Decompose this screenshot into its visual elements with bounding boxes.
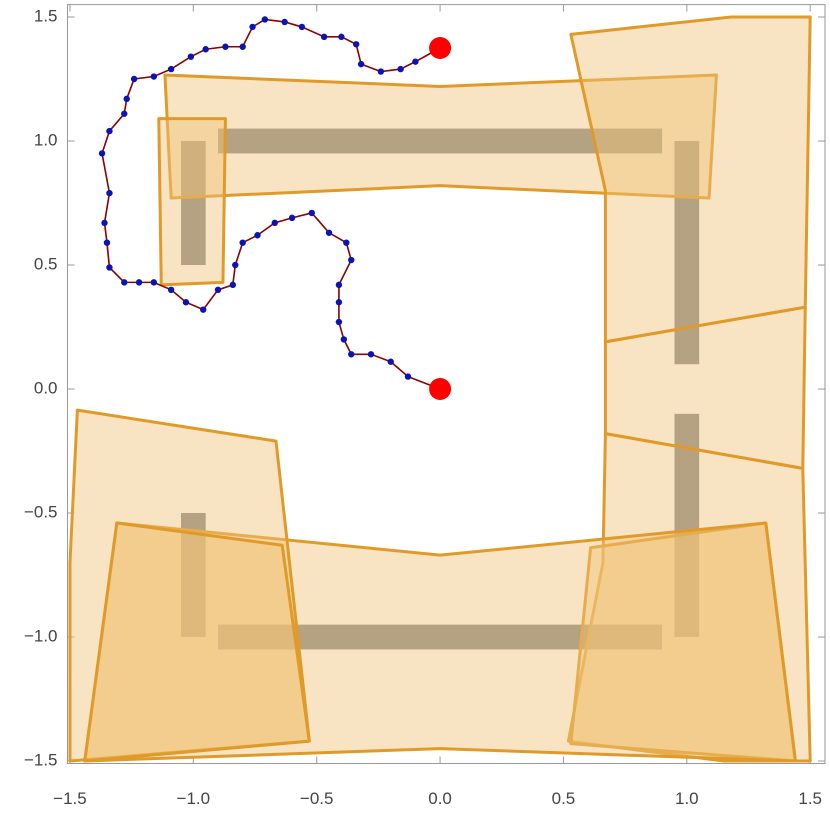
trajectory-point	[202, 46, 209, 53]
trajectory-point	[121, 279, 128, 286]
obstacle	[218, 128, 663, 154]
y-tick-label: −0.5	[24, 502, 58, 521]
trajectory-point	[106, 189, 113, 197]
plot-frame	[67, 4, 826, 765]
endpoint	[429, 378, 452, 401]
trajectory-point	[261, 16, 269, 23]
trajectory-point	[397, 65, 404, 73]
trajectory-point	[387, 358, 394, 365]
x-tick-label: 1.0	[675, 789, 699, 808]
trajectory-point	[239, 239, 246, 246]
trajectory-point	[106, 264, 113, 271]
trajectory-point	[281, 18, 288, 26]
endpoint	[429, 37, 452, 60]
region	[83, 521, 311, 763]
y-tick-label: 0.5	[34, 254, 58, 273]
trajectory-point	[340, 336, 348, 343]
trajectory-point	[239, 43, 246, 50]
x-tick-label: −0.5	[300, 789, 334, 808]
trajectory-point	[325, 229, 333, 236]
trajectory-point	[130, 75, 138, 83]
trajectory-point	[335, 281, 343, 289]
trajectory-point	[288, 214, 296, 222]
y-tick-label: 1.5	[34, 6, 58, 25]
trajectory-point	[229, 281, 237, 289]
obstacle	[674, 413, 700, 638]
trajectory-point	[123, 95, 130, 103]
trajectory-point	[167, 286, 175, 294]
trajectory-point	[271, 219, 278, 227]
trajectory-point	[182, 299, 190, 306]
x-tick-label: −1.0	[177, 789, 211, 808]
trajectory-point	[135, 279, 143, 286]
obstacle	[181, 141, 206, 266]
trajectory-point	[352, 41, 360, 48]
trajectory-point	[222, 43, 229, 50]
trajectory-point	[167, 65, 175, 73]
trajectory-point	[320, 33, 328, 41]
y-tick-label: 1.0	[34, 130, 58, 149]
trajectory-point	[357, 60, 365, 68]
x-tick-label: −1.5	[53, 789, 87, 808]
trajectory-point	[338, 33, 345, 41]
trajectory-point	[98, 150, 106, 157]
trajectory-point	[150, 73, 158, 80]
trajectory-point	[249, 23, 256, 31]
trajectory-point	[101, 219, 108, 227]
trajectory-point	[106, 127, 113, 135]
x-tick-label: 1.5	[798, 789, 822, 808]
trajectory-point	[200, 306, 207, 313]
region	[569, 15, 812, 344]
trajectory-point	[377, 68, 385, 75]
region	[163, 73, 718, 200]
trajectory-point	[298, 23, 306, 31]
y-tick-label: −1.0	[24, 627, 58, 646]
trajectory-point	[412, 58, 419, 65]
region	[157, 117, 227, 287]
y-tick-label: 0.0	[34, 378, 58, 397]
trajectory-point	[343, 239, 350, 246]
trajectory-point	[367, 351, 375, 358]
trajectory-point	[254, 232, 261, 239]
trajectory-point	[335, 318, 343, 326]
trajectory-point	[232, 261, 239, 269]
trajectory-point	[348, 256, 355, 264]
trajectory-point	[348, 351, 355, 358]
y-tick-label: −1.5	[24, 751, 58, 770]
trajectory-point	[121, 110, 128, 117]
trajectory-point	[308, 209, 315, 217]
trajectory-point	[150, 279, 158, 286]
trajectory-point	[187, 53, 195, 60]
region	[566, 432, 812, 763]
trajectory-point	[335, 299, 343, 306]
x-tick-label: 0.0	[428, 789, 452, 808]
trajectory-point	[404, 373, 412, 380]
x-tick-label: 0.5	[552, 789, 576, 808]
trajectory-point	[103, 239, 111, 246]
trajectory-point	[214, 286, 222, 294]
